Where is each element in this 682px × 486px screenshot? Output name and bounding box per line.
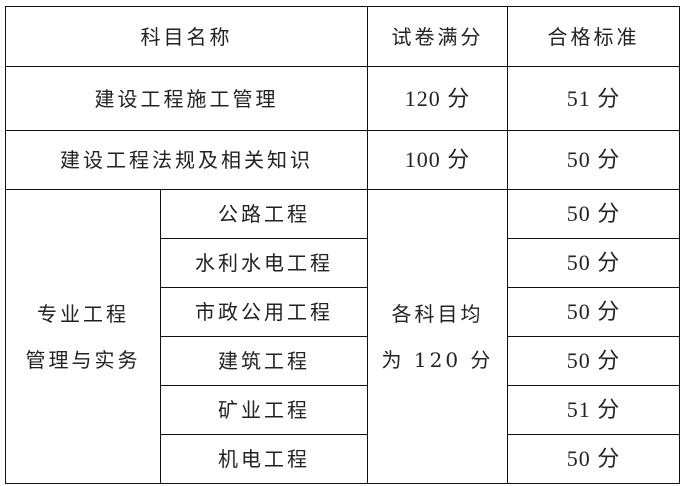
header-pass-score: 合格标准 [507,6,680,67]
table-row: 机电工程 50 分 [6,434,680,484]
subject-cell: 建设工程施工管理 [5,66,368,131]
subject-cell: 建设工程法规及相关知识 [5,130,368,190]
table-row: 水利水电工程 50 分 [6,238,680,288]
pass-score-cell: 50 分 [507,434,680,484]
pass-score-cell: 50 分 [507,130,680,190]
group-line1: 专业工程 [37,301,129,326]
pass-score-cell: 51 分 [507,66,680,131]
full-score-group-cell: 各科目均 为 120 分 [367,189,508,484]
passing-score-table: 科目名称 试卷满分 合格标准 建设工程施工管理 120 分 51 分 建设工程法… [5,6,680,484]
group-line2: 管理与实务 [25,347,141,372]
full-score-cell: 100 分 [367,130,508,190]
full-line1: 各科目均 [391,301,484,326]
subject-cell: 市政公用工程 [160,287,368,337]
subject-cell: 水利水电工程 [160,238,368,288]
pass-score-cell: 51 分 [507,385,680,435]
pass-score-cell: 50 分 [507,238,680,288]
subject-cell: 机电工程 [160,434,368,484]
table-row: 建设工程施工管理 120 分 51 分 [5,66,680,131]
header-subject: 科目名称 [5,6,368,67]
group-cell: 专业工程 管理与实务 [5,189,161,484]
header-full-score: 试卷满分 [367,6,508,67]
table-row: 专业工程 管理与实务 公路工程 各科目均 为 120 分 50 分 [5,189,680,484]
pass-score-cell: 50 分 [507,336,680,386]
pass-score-cell: 50 分 [507,189,680,239]
header-row: 科目名称 试卷满分 合格标准 [5,6,680,67]
pass-score-cell: 50 分 [507,287,680,337]
subject-cell: 公路工程 [160,189,368,239]
full-line2: 为 120 分 [381,347,494,372]
subject-cell: 矿业工程 [160,385,368,435]
subject-cell: 建筑工程 [160,336,368,386]
full-score-cell: 120 分 [367,66,508,131]
table-row: 建设工程法规及相关知识 100 分 50 分 [5,130,680,190]
